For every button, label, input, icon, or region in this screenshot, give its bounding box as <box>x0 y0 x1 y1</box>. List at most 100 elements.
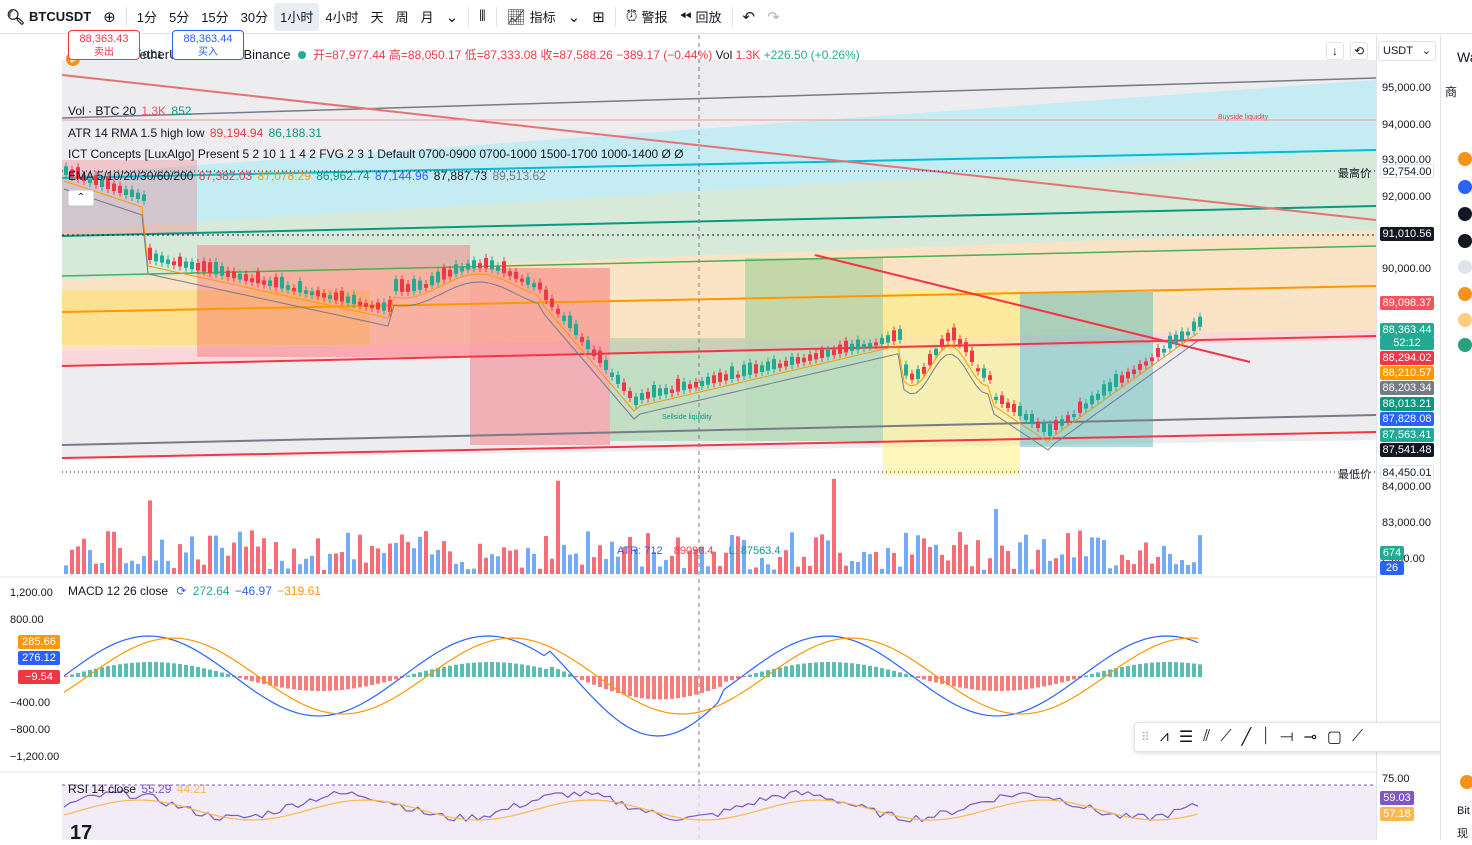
volume-bar <box>952 545 956 574</box>
candle-body <box>742 364 746 377</box>
volume-bar <box>1036 549 1040 574</box>
interval-5[interactable]: 4小时 <box>325 10 359 25</box>
macd-histogram-bar <box>100 667 104 677</box>
rectangle-icon[interactable]: ▢ <box>1326 729 1343 746</box>
macd-histogram-bar <box>826 662 830 677</box>
layouts-button[interactable]: ⊞ <box>586 3 611 31</box>
candle-body <box>658 388 662 396</box>
macd-histogram-bar <box>190 665 194 677</box>
redo-button[interactable]: ↷ <box>761 3 786 31</box>
candle-body <box>280 276 284 289</box>
settings-toggle-button[interactable]: ⟲ <box>1350 42 1368 60</box>
volume-bar <box>1030 569 1034 574</box>
price-chart[interactable] <box>0 35 1377 840</box>
undo-button[interactable]: ↶ <box>737 3 762 31</box>
macd-histogram-bar <box>712 676 716 690</box>
chart-type-button[interactable]: ⫴ <box>473 3 491 31</box>
rsi-legend[interactable]: RSI 14 close 55.29 44.21 <box>68 782 209 796</box>
interval-0[interactable]: 1分 <box>136 10 157 25</box>
interval-6[interactable]: 天 <box>370 10 384 25</box>
macd-histogram-bar <box>610 676 614 692</box>
channel-icon[interactable]: ⫽ <box>1203 728 1211 745</box>
collapse-indicators-button[interactable]: ⌃ <box>68 190 94 206</box>
candle-body <box>994 396 998 400</box>
price-scale[interactable] <box>1376 35 1440 840</box>
parallel-lines-icon[interactable]: ☰ <box>1178 729 1194 746</box>
collapse-legend-button[interactable]: ↓ <box>1326 42 1344 60</box>
macd-histogram-bar <box>148 662 152 677</box>
atr-annotation-text: ATR: 712 <box>617 545 663 557</box>
volume-bar <box>526 547 530 574</box>
macd-histogram-bar <box>586 676 590 683</box>
candle-body <box>604 359 608 370</box>
interval-3[interactable]: 30分 <box>240 10 269 25</box>
candle-body <box>748 362 752 375</box>
chart-area[interactable] <box>0 35 1377 840</box>
macd-histogram-bar <box>334 676 338 691</box>
candle-body <box>124 189 128 195</box>
macd-histogram-bar <box>364 676 368 687</box>
candle-body <box>754 364 758 374</box>
add-symbol-button[interactable]: ⊕ <box>97 3 122 31</box>
volume-bar <box>550 558 554 574</box>
trend-angle-icon[interactable]: ⟋ <box>1220 728 1232 745</box>
macd-histogram-bar <box>316 676 320 691</box>
volume-bar <box>1174 564 1178 574</box>
macd-legend[interactable]: MACD 12 26 close ⟳ 272.64 −46.97 −319.61 <box>68 584 323 598</box>
ema-legend[interactable]: EMA 5/10/20/30/60/200 87,382.03 87,078.2… <box>68 169 548 183</box>
volume-bar <box>688 550 692 574</box>
vol-legend[interactable]: Vol · BTC 20 1.3K 852 <box>68 104 193 118</box>
coin-watch-icon[interactable] <box>1458 313 1472 327</box>
interval-1[interactable]: 5分 <box>168 10 190 25</box>
path-tool-icon[interactable]: ⩘ <box>1159 728 1169 745</box>
btc-watch-icon[interactable] <box>1458 152 1472 166</box>
macd-histogram-bar <box>574 676 578 678</box>
horizontal-ray-icon[interactable]: ⟞ <box>1280 728 1294 745</box>
indicators-button[interactable]: 📈︎ 指标 ⌄ <box>501 3 587 31</box>
coin-watch-icon[interactable] <box>1458 287 1472 301</box>
macd-histogram-bar <box>1084 675 1088 677</box>
horizontal-line-icon[interactable]: ⊸ <box>1303 729 1317 746</box>
interval-2[interactable]: 15分 <box>201 10 229 25</box>
candle-body <box>334 292 338 301</box>
macd-histogram-bar <box>244 676 248 680</box>
replay-button[interactable]: ⏪︎ 回放 <box>673 3 727 31</box>
coin-watch-icon[interactable] <box>1458 234 1472 248</box>
macd-histogram-bar <box>1150 662 1154 677</box>
alert-button[interactable]: ⏰︎ 警报 <box>620 3 674 31</box>
interval-8[interactable]: 月 <box>420 10 434 25</box>
trend-line-icon[interactable]: ╱ <box>1241 729 1252 746</box>
volume-bar <box>88 550 92 574</box>
coin-watch-icon[interactable] <box>1458 180 1472 194</box>
coin-watch-icon[interactable] <box>1458 207 1472 221</box>
vertical-line-icon[interactable]: ⏐ <box>1261 728 1271 745</box>
symbol-search[interactable]: 🔍︎ BTCUSDT <box>0 3 97 31</box>
more-tools-icon[interactable]: ⟋ <box>1352 728 1364 745</box>
drag-handle-icon[interactable]: ⠿ <box>1141 730 1150 744</box>
interval-4[interactable]: 1小时 <box>274 2 320 31</box>
currency-select[interactable]: USDT ⌄ <box>1378 41 1436 61</box>
loading-icon: ⟳ <box>176 584 187 598</box>
coin-watch-icon[interactable] <box>1458 260 1472 274</box>
volume-bar <box>418 536 422 574</box>
macd-histogram-bar <box>952 676 956 687</box>
atr-legend[interactable]: ATR 14 RMA 1.5 high low 89,194.94 86,188… <box>68 126 324 140</box>
volume-bar <box>1090 537 1094 574</box>
interval-dropdown[interactable]: ⌄ <box>440 3 465 31</box>
signal-line <box>63 637 1199 715</box>
macd-histogram-bar <box>622 676 626 695</box>
sell-button[interactable]: 88,363.43 卖出 <box>68 30 140 60</box>
candle-body <box>844 340 848 353</box>
buy-button[interactable]: 88,363.44 买入 <box>172 30 244 60</box>
volume-bar <box>130 560 134 574</box>
usdt-watch-icon[interactable] <box>1458 338 1472 352</box>
candle-body <box>940 338 944 347</box>
candle-body <box>1054 420 1058 430</box>
macd-histogram-bar <box>418 672 422 677</box>
macd-histogram-bar <box>844 662 848 677</box>
candle-body <box>832 349 836 356</box>
candle-body <box>706 376 710 385</box>
volume-bar <box>406 541 410 574</box>
ict-legend[interactable]: ICT Concepts [LuxAlgo] Present 5 2 10 1 … <box>68 147 686 161</box>
interval-7[interactable]: 周 <box>395 10 409 25</box>
